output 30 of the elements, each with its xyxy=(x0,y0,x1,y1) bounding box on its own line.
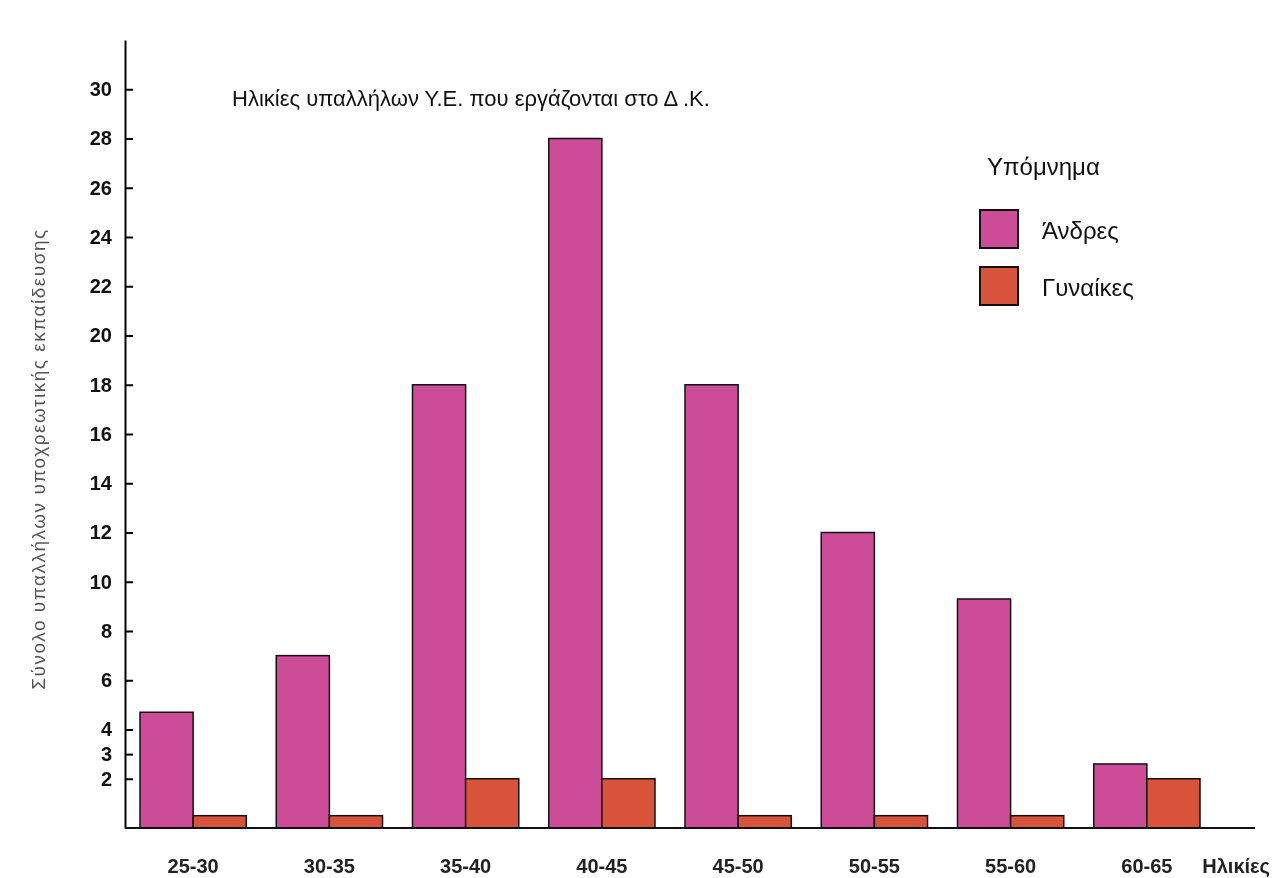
y-tick-label: 12 xyxy=(89,521,112,544)
x-tick-label: 55-60 xyxy=(985,855,1037,877)
legend-label: Γυναίκες xyxy=(1042,274,1134,301)
y-tick-label: 24 xyxy=(89,225,113,248)
y-tick-label: 8 xyxy=(100,619,112,642)
y-tick-label: 18 xyxy=(89,373,112,396)
y-tick-label: 14 xyxy=(89,472,113,495)
y-tick-label: 3 xyxy=(100,743,112,766)
y-tick-label: 6 xyxy=(100,669,112,692)
y-tick-label: 16 xyxy=(89,422,112,445)
legend-label: Άνδρες xyxy=(1042,217,1119,244)
x-tick-label: 45-50 xyxy=(712,855,764,877)
y-tick-label: 22 xyxy=(89,275,112,298)
legend-title: Υπόμνημα xyxy=(987,153,1100,180)
x-tick-label: 35-40 xyxy=(440,855,492,877)
y-axis-title: Σύνολο υπαλλήλων υποχρεωτικής εκπαίδευσης xyxy=(28,228,49,690)
x-tick-label: 40-45 xyxy=(576,855,628,877)
y-tick-label: 4 xyxy=(100,718,113,741)
y-tick-label: 26 xyxy=(89,176,112,199)
y-tick-label: 20 xyxy=(89,324,112,347)
x-tick-label: 25-30 xyxy=(167,855,219,877)
y-tick-label: 10 xyxy=(89,570,112,593)
text: Ηλικίες υπαλλήλων Υ.Ε. που εργάζονται στο Δ .Κ. xyxy=(232,86,710,111)
y-tick-label: 2 xyxy=(100,767,112,790)
y-tick-label: 30 xyxy=(89,78,112,101)
x-axis-title: Ηλικίες xyxy=(1202,855,1270,877)
x-tick-label: 50-55 xyxy=(848,855,900,877)
x-tick-label: 30-35 xyxy=(303,855,355,877)
y-tick-label: 28 xyxy=(89,127,112,150)
x-tick-label: 60-65 xyxy=(1121,855,1173,877)
